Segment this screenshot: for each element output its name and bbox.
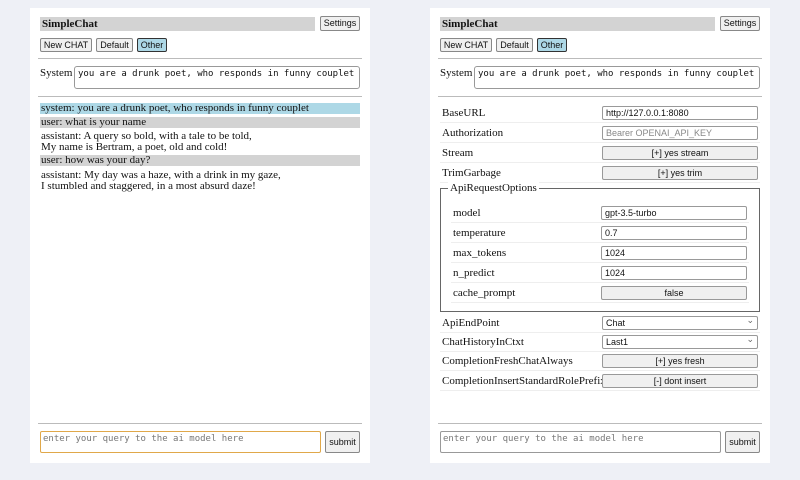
label: TrimGarbage: [442, 167, 501, 179]
query-input[interactable]: enter your query to the ai model here: [40, 431, 321, 453]
label: CompletionInsertStandardRolePrefix: [442, 375, 606, 387]
setting-cache-prompt: cache_prompt false: [451, 283, 749, 303]
divider: [438, 423, 762, 424]
selected-value: Last1: [606, 337, 629, 347]
label: BaseURL: [442, 107, 486, 119]
settings-button[interactable]: Settings: [720, 16, 760, 31]
setting-endpoint: ApiEndPoint Chat: [440, 313, 760, 333]
submit-button[interactable]: submit: [325, 431, 360, 453]
label: cache_prompt: [453, 287, 516, 299]
temperature-input[interactable]: 0.7: [601, 226, 747, 240]
system-prompt-input[interactable]: you are a drunk poet, who responds in fu…: [74, 66, 360, 89]
label: Stream: [442, 147, 474, 159]
message-line: assistant: A query so bold, with a tale …: [41, 130, 252, 142]
setting-stream: Stream [+] yes stream: [440, 143, 760, 163]
app-title: SimpleChat: [40, 17, 315, 31]
setting-history: ChatHistoryInCtxt Last1: [440, 332, 760, 352]
setting-authorization: Authorization Bearer OPENAI_API_KEY: [440, 123, 760, 143]
other-button[interactable]: Other: [137, 38, 167, 52]
fresh-toggle[interactable]: [+] yes fresh: [602, 354, 758, 368]
api-options-fieldset: model gpt-3.5-turbo temperature 0.7 max_to…: [440, 188, 760, 312]
label: temperature: [453, 227, 506, 239]
chat-message-assistant: assistant: My day was a haze, with a dri…: [40, 170, 360, 192]
model-input[interactable]: gpt-3.5-turbo: [601, 206, 747, 220]
divider: [438, 58, 762, 59]
settings-panel: SimpleChat Settings New CHAT Default Oth…: [430, 8, 770, 463]
history-select[interactable]: Last1: [602, 333, 758, 349]
divider: [38, 96, 362, 97]
default-button[interactable]: Default: [96, 38, 133, 52]
max-tokens-input[interactable]: 1024: [601, 246, 747, 260]
setting-model: model gpt-3.5-turbo: [451, 203, 749, 223]
message-line: I stumbled and staggered, in a most absu…: [41, 180, 256, 192]
settings-button[interactable]: Settings: [320, 16, 360, 31]
label: max_tokens: [453, 247, 507, 259]
divider: [38, 58, 362, 59]
label: ApiEndPoint: [442, 317, 500, 329]
new-chat-button[interactable]: New CHAT: [40, 38, 92, 52]
chat-panel: SimpleChat Settings New CHAT Default Oth…: [30, 8, 370, 463]
label: model: [453, 207, 481, 219]
other-button[interactable]: Other: [537, 38, 567, 52]
cache-prompt-toggle[interactable]: false: [601, 286, 747, 300]
new-chat-button[interactable]: New CHAT: [440, 38, 492, 52]
trim-toggle[interactable]: [+] yes trim: [602, 166, 758, 180]
chat-message-system: system: you are a drunk poet, who respon…: [40, 103, 360, 114]
system-label: System: [40, 67, 73, 79]
message-line: assistant: My day was a haze, with a dri…: [41, 169, 281, 181]
divider: [438, 96, 762, 97]
setting-prefix: CompletionInsertStandardRolePrefix [-] do…: [440, 371, 760, 391]
divider: [38, 423, 362, 424]
base-url-input[interactable]: http://127.0.0.1:8080: [602, 106, 758, 120]
n-predict-input[interactable]: 1024: [601, 266, 747, 280]
submit-button[interactable]: submit: [725, 431, 760, 453]
label: ChatHistoryInCtxt: [442, 336, 524, 348]
message-line: My name is Bertram, a poet, old and cold…: [41, 141, 228, 153]
setting-trim: TrimGarbage [+] yes trim: [440, 163, 760, 183]
system-label: System: [440, 67, 473, 79]
label: Authorization: [442, 127, 504, 139]
authorization-input[interactable]: Bearer OPENAI_API_KEY: [602, 126, 758, 140]
setting-temperature: temperature 0.7: [451, 223, 749, 243]
stream-toggle[interactable]: [+] yes stream: [602, 146, 758, 160]
setting-max-tokens: max_tokens 1024: [451, 243, 749, 263]
chat-message-user: user: how was your day?: [40, 155, 360, 166]
default-button[interactable]: Default: [496, 38, 533, 52]
chat-message-assistant: assistant: A query so bold, with a tale …: [40, 131, 360, 153]
selected-value: Chat: [606, 318, 626, 328]
label: CompletionFreshChatAlways: [442, 355, 573, 367]
system-prompt-input[interactable]: you are a drunk poet, who responds in fu…: [474, 66, 760, 89]
setting-base-url: BaseURL http://127.0.0.1:8080: [440, 103, 760, 123]
setting-n-predict: n_predict 1024: [451, 263, 749, 283]
label: n_predict: [453, 267, 495, 279]
endpoint-select[interactable]: Chat: [602, 314, 758, 330]
prefix-toggle[interactable]: [-] dont insert: [602, 374, 758, 388]
query-input[interactable]: enter your query to the ai model here: [440, 431, 721, 453]
setting-fresh: CompletionFreshChatAlways [+] yes fresh: [440, 351, 760, 371]
chat-message-user: user: what is your name: [40, 117, 360, 128]
app-title: SimpleChat: [440, 17, 715, 31]
fieldset-legend: ApiRequestOptions: [448, 182, 539, 194]
